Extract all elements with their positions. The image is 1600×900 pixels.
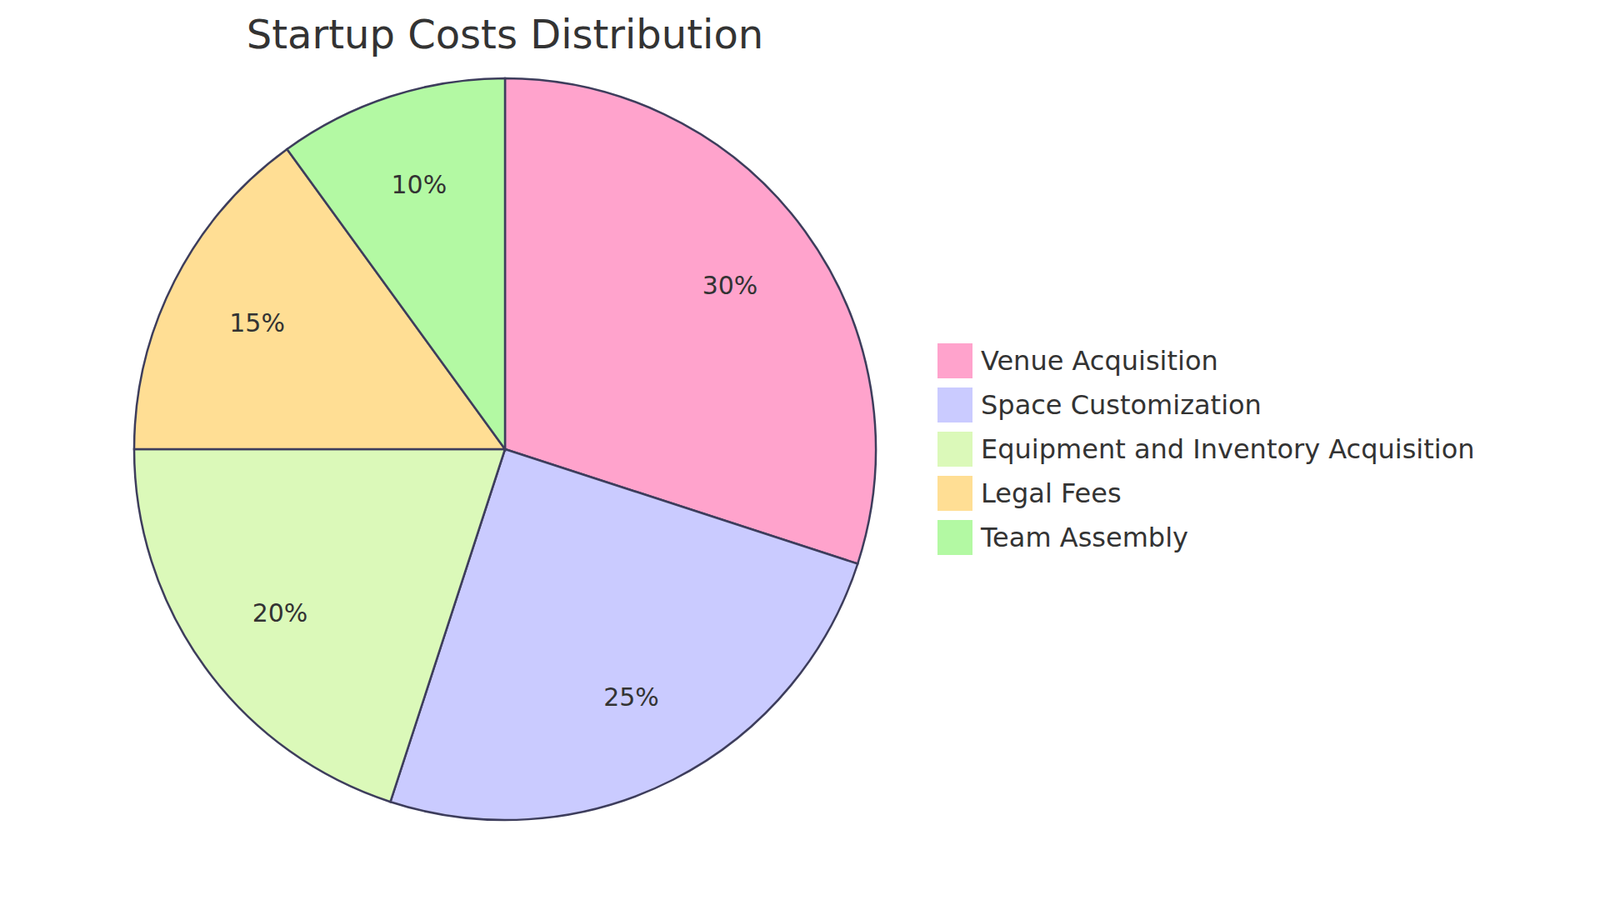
- data-labels: 30% 25% 20% 15% 10%: [229, 170, 758, 712]
- slice: [134, 449, 505, 802]
- legend-label: Equipment and Inventory Acquisition: [980, 433, 1475, 465]
- slices: [134, 78, 876, 820]
- legend-swatch: [936, 342, 974, 380]
- legend-swatch: [936, 430, 974, 468]
- title: Startup Costs Distribution: [246, 10, 764, 58]
- data-label: 20%: [252, 598, 309, 628]
- slice: [286, 78, 505, 450]
- data-label: 15%: [229, 308, 285, 338]
- data-label: 25%: [603, 682, 660, 712]
- data-label: 30%: [702, 270, 759, 300]
- legend-swatch: [936, 519, 974, 556]
- legend-label: Team Assembly: [980, 521, 1189, 554]
- legend-swatch: [936, 475, 974, 512]
- legend-swatch: [936, 386, 974, 424]
- chart: Startup Costs Distribution 30% 25% 20% 15% 10…: [0, 0, 1600, 900]
- legend: Venue Acquisition Space Customization Equi…: [936, 342, 1475, 556]
- legend-label: Legal Fees: [980, 477, 1122, 510]
- legend-label: Venue Acquisition: [980, 345, 1219, 377]
- data-label: 10%: [391, 170, 448, 200]
- legend-label: Space Customization: [980, 389, 1262, 421]
